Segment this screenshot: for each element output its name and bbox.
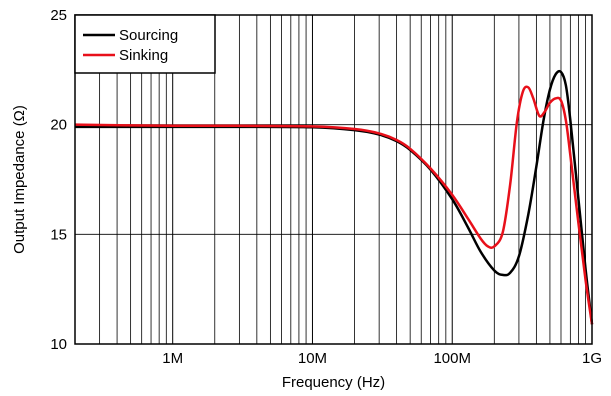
x-tick-label: 1G <box>582 350 602 367</box>
legend-box <box>74 14 216 74</box>
y-tick-label: 15 <box>50 226 67 243</box>
legend-label-sourcing: Sourcing <box>119 27 178 44</box>
y-tick-label: 10 <box>50 336 67 353</box>
legend: Sourcing Sinking <box>74 14 216 74</box>
y-tick-label: 25 <box>50 7 67 24</box>
tick-labels: 1M 10M 100M 1G 10 15 20 25 <box>50 7 602 367</box>
series-lines <box>74 69 594 325</box>
series-line-sourcing <box>75 69 594 325</box>
x-tick-label: 10M <box>298 350 327 367</box>
series-line-sinking <box>74 85 594 325</box>
y-axis-label: Output Impedance (Ω) <box>11 105 28 254</box>
plot-frame <box>74 14 593 345</box>
x-tick-label: 100M <box>433 350 471 367</box>
x-tick-label: 1M <box>162 350 183 367</box>
legend-label-sinking: Sinking <box>119 47 168 64</box>
x-axis-label: Frequency (Hz) <box>282 374 385 391</box>
y-tick-label: 20 <box>50 117 67 134</box>
